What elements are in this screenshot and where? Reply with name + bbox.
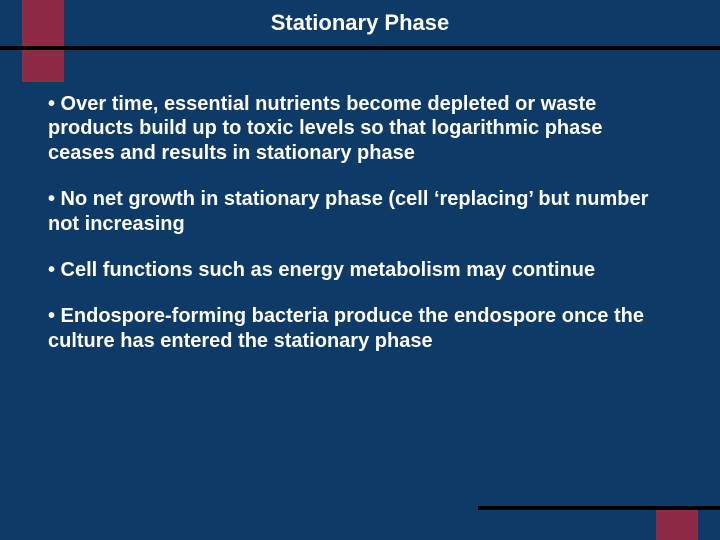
slide: Stationary Phase • Over time, essential …: [0, 0, 720, 540]
bullet-item: • Endospore-forming bacteria produce the…: [48, 304, 668, 353]
bullet-item: • No net growth in stationary phase (cel…: [48, 187, 668, 236]
bullet-item: • Over time, essential nutrients become …: [48, 92, 668, 165]
horizontal-rule-top: [0, 46, 720, 50]
slide-title: Stationary Phase: [0, 10, 720, 36]
bullet-item: • Cell functions such as energy metaboli…: [48, 258, 668, 282]
accent-bar-bottom-right: [656, 510, 698, 540]
slide-body: • Over time, essential nutrients become …: [48, 92, 668, 375]
